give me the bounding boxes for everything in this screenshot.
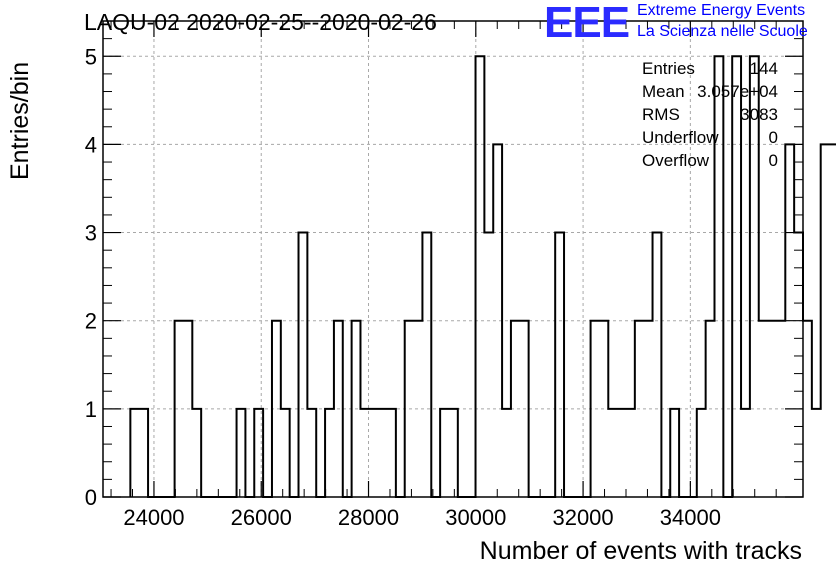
x-tick-label: 34000 [660,505,721,530]
stat-value: 0 [768,128,778,147]
stat-value: 0 [768,151,778,170]
chart-title: LAQU-02 2020-02-25--2020-02-26 [84,9,437,35]
stat-row-underflow: Underflow 0 [642,127,778,150]
logo-line-1: Extreme Energy Events [637,2,806,19]
stat-label: Overflow [642,151,710,170]
axes [102,20,804,498]
axis-ticks: 0 1 2 3 4 5 24000 26000 28000 30000 32000 34000 [85,21,803,530]
stat-row-mean: Mean 3.057e+04 [642,81,778,104]
x-tick-label: 28000 [338,505,399,530]
x-tick-label: 24000 [123,505,184,530]
stat-value: 3083 [740,105,778,124]
stat-label: Mean [642,82,685,101]
logo-line-2: La Scienza nelle Scuole [637,23,808,40]
x-tick-label: 32000 [552,505,613,530]
stat-label: RMS [642,105,680,124]
x-tick-label: 26000 [231,505,292,530]
histogram-outline [129,55,836,498]
y-tick-label: 0 [85,485,97,510]
histogram-steps [129,55,836,498]
y-tick-label: 1 [85,397,97,422]
plot-frame [102,20,804,498]
stat-label: Underflow [642,128,719,147]
eee-logo: EEE [544,0,630,47]
y-axis-label: Entries/bin [6,61,34,180]
stats-box: Entries 144 Mean 3.057e+04 RMS 3083 Unde… [642,58,778,173]
stat-label: Entries [642,59,695,78]
stat-row-overflow: Overflow 0 [642,150,778,173]
y-tick-label: 3 [85,221,97,246]
x-axis-label: Number of events with tracks [479,537,802,565]
stat-row-rms: RMS 3083 [642,104,778,127]
stat-value: 144 [749,59,778,78]
stat-row-entries: Entries 144 [642,58,778,81]
y-tick-label: 4 [85,132,97,157]
grid-lines [103,21,803,497]
stat-value: 3.057e+04 [697,82,778,101]
y-tick-label: 5 [85,44,97,69]
x-tick-label: 30000 [445,505,506,530]
y-tick-label: 2 [85,309,97,334]
